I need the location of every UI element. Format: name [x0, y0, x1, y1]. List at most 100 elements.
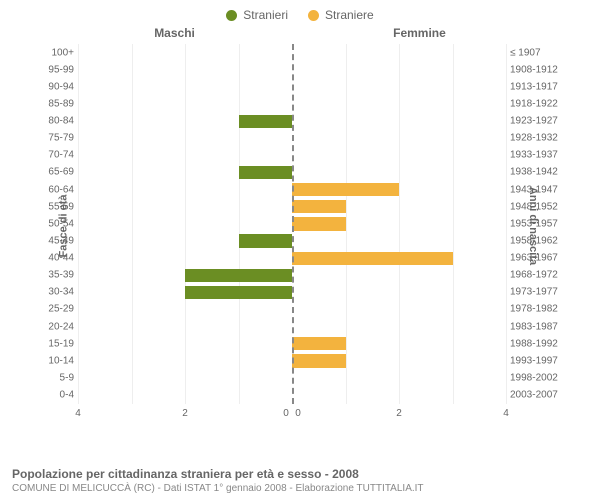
- age-label: 60-64: [36, 184, 74, 195]
- female-half: [292, 164, 506, 181]
- male-half: [78, 147, 292, 164]
- population-pyramid-chart: Maschi Femmine Fasce di età Anni di nasc…: [30, 26, 570, 426]
- legend-swatch-female: [308, 10, 319, 21]
- age-label: 15-19: [36, 338, 74, 349]
- male-half: [78, 284, 292, 301]
- male-half: [78, 318, 292, 335]
- female-half: [292, 44, 506, 61]
- birth-year-label: 1988-1992: [510, 338, 568, 349]
- female-bar: [292, 354, 346, 367]
- male-half: [78, 232, 292, 249]
- female-half: [292, 78, 506, 95]
- birth-year-label: 1993-1997: [510, 355, 568, 366]
- male-half: [78, 335, 292, 352]
- birth-year-label: 1998-2002: [510, 372, 568, 383]
- birth-year-label: 1933-1937: [510, 150, 568, 161]
- female-half: [292, 335, 506, 352]
- female-half: [292, 147, 506, 164]
- birth-year-label: 1958-1962: [510, 235, 568, 246]
- male-half: [78, 164, 292, 181]
- age-label: 5-9: [36, 372, 74, 383]
- birth-year-label: ≤ 1907: [510, 47, 568, 58]
- female-half: [292, 198, 506, 215]
- age-label: 0-4: [36, 390, 74, 401]
- male-half: [78, 130, 292, 147]
- female-half: [292, 250, 506, 267]
- x-tick: 2: [396, 408, 402, 419]
- legend-label-female: Straniere: [325, 8, 374, 22]
- age-label: 55-59: [36, 201, 74, 212]
- column-title-female: Femmine: [393, 26, 446, 40]
- male-half: [78, 215, 292, 232]
- male-half: [78, 352, 292, 369]
- column-title-male: Maschi: [154, 26, 195, 40]
- male-bar: [185, 286, 292, 299]
- birth-year-label: 1973-1977: [510, 287, 568, 298]
- male-bar: [185, 269, 292, 282]
- male-half: [78, 95, 292, 112]
- birth-year-label: 1948-1952: [510, 201, 568, 212]
- age-label: 90-94: [36, 81, 74, 92]
- age-label: 95-99: [36, 64, 74, 75]
- female-half: [292, 369, 506, 386]
- birth-year-label: 1978-1982: [510, 304, 568, 315]
- male-half: [78, 198, 292, 215]
- caption-subtitle: COMUNE DI MELICUCCÀ (RC) - Dati ISTAT 1°…: [12, 483, 588, 494]
- age-label: 10-14: [36, 355, 74, 366]
- female-half: [292, 318, 506, 335]
- birth-year-label: 1968-1972: [510, 270, 568, 281]
- legend-swatch-male: [226, 10, 237, 21]
- male-bar: [239, 115, 293, 128]
- legend-label-male: Stranieri: [243, 8, 288, 22]
- birth-year-label: 1983-1987: [510, 321, 568, 332]
- birth-year-label: 1918-1922: [510, 98, 568, 109]
- age-label: 50-54: [36, 218, 74, 229]
- female-half: [292, 61, 506, 78]
- age-label: 85-89: [36, 98, 74, 109]
- female-half: [292, 130, 506, 147]
- legend-item-female: Straniere: [308, 8, 374, 22]
- male-half: [78, 44, 292, 61]
- male-bar: [239, 166, 293, 179]
- male-half: [78, 181, 292, 198]
- female-bar: [292, 252, 453, 265]
- x-tick: 0: [295, 408, 301, 419]
- center-axis-line: [292, 44, 294, 404]
- age-label: 75-79: [36, 133, 74, 144]
- age-label: 45-49: [36, 235, 74, 246]
- x-tick: 4: [503, 408, 509, 419]
- age-label: 40-44: [36, 253, 74, 264]
- age-label: 100+: [36, 47, 74, 58]
- birth-year-label: 2003-2007: [510, 390, 568, 401]
- age-label: 70-74: [36, 150, 74, 161]
- plot-area: 100+≤ 190795-991908-191290-941913-191785…: [78, 44, 506, 404]
- female-bar: [292, 217, 346, 230]
- birth-year-label: 1938-1942: [510, 167, 568, 178]
- male-half: [78, 387, 292, 404]
- x-tick: 4: [75, 408, 81, 419]
- x-tick: 0: [283, 408, 289, 419]
- male-half: [78, 61, 292, 78]
- chart-captions: Popolazione per cittadinanza straniera p…: [12, 467, 588, 494]
- female-half: [292, 352, 506, 369]
- male-half: [78, 301, 292, 318]
- female-half: [292, 95, 506, 112]
- female-half: [292, 215, 506, 232]
- female-bar: [292, 200, 346, 213]
- male-half: [78, 267, 292, 284]
- birth-year-label: 1963-1967: [510, 253, 568, 264]
- birth-year-label: 1923-1927: [510, 116, 568, 127]
- female-half: [292, 301, 506, 318]
- birth-year-label: 1928-1932: [510, 133, 568, 144]
- gridline: [506, 44, 507, 404]
- birth-year-label: 1908-1912: [510, 64, 568, 75]
- female-bar: [292, 183, 399, 196]
- x-tick: 2: [182, 408, 188, 419]
- female-half: [292, 232, 506, 249]
- birth-year-label: 1913-1917: [510, 81, 568, 92]
- age-label: 25-29: [36, 304, 74, 315]
- female-half: [292, 113, 506, 130]
- female-half: [292, 181, 506, 198]
- male-bar: [239, 234, 293, 247]
- female-half: [292, 387, 506, 404]
